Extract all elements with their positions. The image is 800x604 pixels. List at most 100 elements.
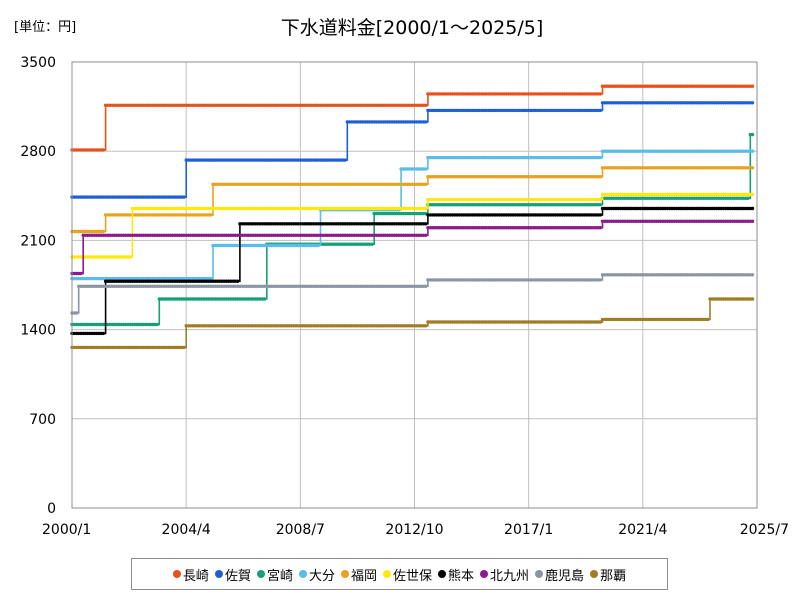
series-line-大分: [72, 150, 753, 280]
data-point-那覇: [182, 345, 186, 350]
x-tick-label: 2017/1: [504, 522, 553, 538]
legend-marker: [438, 570, 447, 578]
plot-area-border: [71, 61, 758, 509]
data-point-大分: [316, 243, 320, 248]
data-point-熊本: [424, 222, 428, 226]
data-point-熊本: [236, 279, 240, 283]
y-tick-label: 3500: [20, 55, 56, 71]
data-point-宮崎: [598, 203, 602, 207]
legend-item: 熊本: [438, 565, 474, 584]
series-line-宮崎: [72, 133, 753, 326]
data-point-福岡: [424, 182, 428, 186]
data-point-佐世保: [424, 206, 428, 211]
legend-item: 那覇: [590, 565, 626, 584]
data-point-鹿児島: [424, 284, 428, 288]
data-point-大分: [209, 276, 213, 281]
data-point-宮崎: [370, 242, 374, 246]
data-point-那覇: [598, 320, 602, 324]
legend-label: 宮崎: [266, 568, 293, 584]
legend-label: 那覇: [600, 568, 627, 584]
legend-marker: [535, 570, 544, 578]
x-tick-label: 2000/1: [42, 522, 91, 538]
y-tick-label: 0: [47, 501, 56, 517]
legend-item: 長崎: [172, 565, 209, 584]
y-tick-label: 700: [29, 412, 56, 428]
x-tick-label: 2025/7: [740, 522, 789, 538]
series-markers-佐世保: [70, 192, 755, 259]
data-point-鹿児島: [74, 311, 79, 315]
legend-marker: [214, 570, 223, 578]
data-point-佐世保: [128, 255, 132, 259]
data-point-鹿児島: [750, 273, 755, 277]
x-tick-label: 2008/7: [276, 522, 325, 538]
series-markers-宮崎: [70, 132, 755, 327]
data-point-宮崎: [746, 196, 750, 200]
legend-item: 福岡: [340, 565, 377, 584]
data-point-佐賀: [182, 195, 186, 199]
legend-item: 佐賀: [214, 565, 251, 584]
series-markers-北九州: [70, 219, 755, 276]
legend-label: 大分: [308, 568, 335, 584]
series-markers-鹿児島: [70, 273, 755, 315]
data-point-宮崎: [155, 322, 159, 327]
legend-label: 鹿児島: [545, 568, 585, 584]
axis-layer: 0 700 1400 2100 2800 3500 2000/1 2004/4 2008/7 20…: [20, 55, 789, 538]
series-line-那覇: [72, 298, 753, 349]
legend-label: 福岡: [350, 568, 377, 584]
x-tick-label: 2012/10: [385, 522, 443, 538]
legend-label: 佐世保: [393, 568, 433, 584]
legend-label: 佐賀: [224, 568, 251, 584]
data-point-鹿児島: [598, 278, 602, 282]
data-point-熊本: [598, 213, 602, 217]
y-tick-label: 2100: [20, 233, 56, 249]
legend-item: 大分: [298, 565, 335, 584]
data-point-那覇: [424, 324, 428, 328]
series-markers-福岡: [70, 166, 755, 234]
data-point-佐賀: [598, 108, 602, 113]
data-point-北九州: [750, 219, 755, 223]
data-point-福岡: [101, 229, 106, 234]
legend-marker: [256, 570, 265, 578]
data-point-大分: [424, 167, 428, 171]
legend: 長崎 佐賀 宮崎 大分 福岡 佐世保 熊本 北九州 鹿児島 那覇: [131, 558, 668, 590]
data-point-宮崎: [262, 297, 267, 301]
series-markers-大分: [70, 149, 755, 281]
legend-item: 佐世保: [383, 565, 432, 584]
data-point-佐世保: [598, 197, 602, 202]
y-tick-label: 1400: [20, 323, 56, 339]
legend-marker: [172, 570, 181, 578]
series-markers-熊本: [70, 206, 755, 336]
data-point-長崎: [424, 103, 428, 108]
legend-marker: [340, 570, 349, 578]
data-point-北九州: [79, 271, 83, 276]
data-point-熊本: [750, 206, 755, 211]
data-point-福岡: [209, 213, 213, 217]
data-point-北九州: [598, 226, 602, 230]
series-markers-佐賀: [70, 101, 755, 199]
data-point-那覇: [706, 317, 710, 322]
legend-marker: [590, 570, 599, 578]
legend-marker: [298, 570, 307, 578]
chart-title: 下水道料金[2000/1～2025/5]: [281, 17, 544, 39]
data-point-那覇: [750, 297, 755, 301]
series-line-佐世保: [72, 193, 753, 258]
series-layer: [70, 84, 755, 350]
data-point-北九州: [424, 233, 428, 237]
x-tick-label: 2021/4: [618, 522, 667, 538]
data-point-福岡: [598, 175, 602, 179]
data-point-佐世保: [750, 192, 755, 197]
y-tick-label: 2800: [20, 144, 56, 160]
data-point-佐賀: [750, 101, 755, 105]
data-point-長崎: [598, 92, 602, 96]
legend-item: 北九州: [480, 565, 529, 584]
data-point-長崎: [101, 148, 106, 152]
legend-label: 長崎: [182, 568, 209, 584]
legend-marker: [383, 570, 391, 578]
data-point-佐賀: [343, 158, 347, 162]
unit-label: [単位：円]: [14, 19, 76, 35]
legend-item: 鹿児島: [535, 565, 584, 584]
data-point-福岡: [750, 166, 755, 170]
legend-label: 北九州: [490, 568, 530, 584]
legend-label: 熊本: [448, 568, 475, 584]
